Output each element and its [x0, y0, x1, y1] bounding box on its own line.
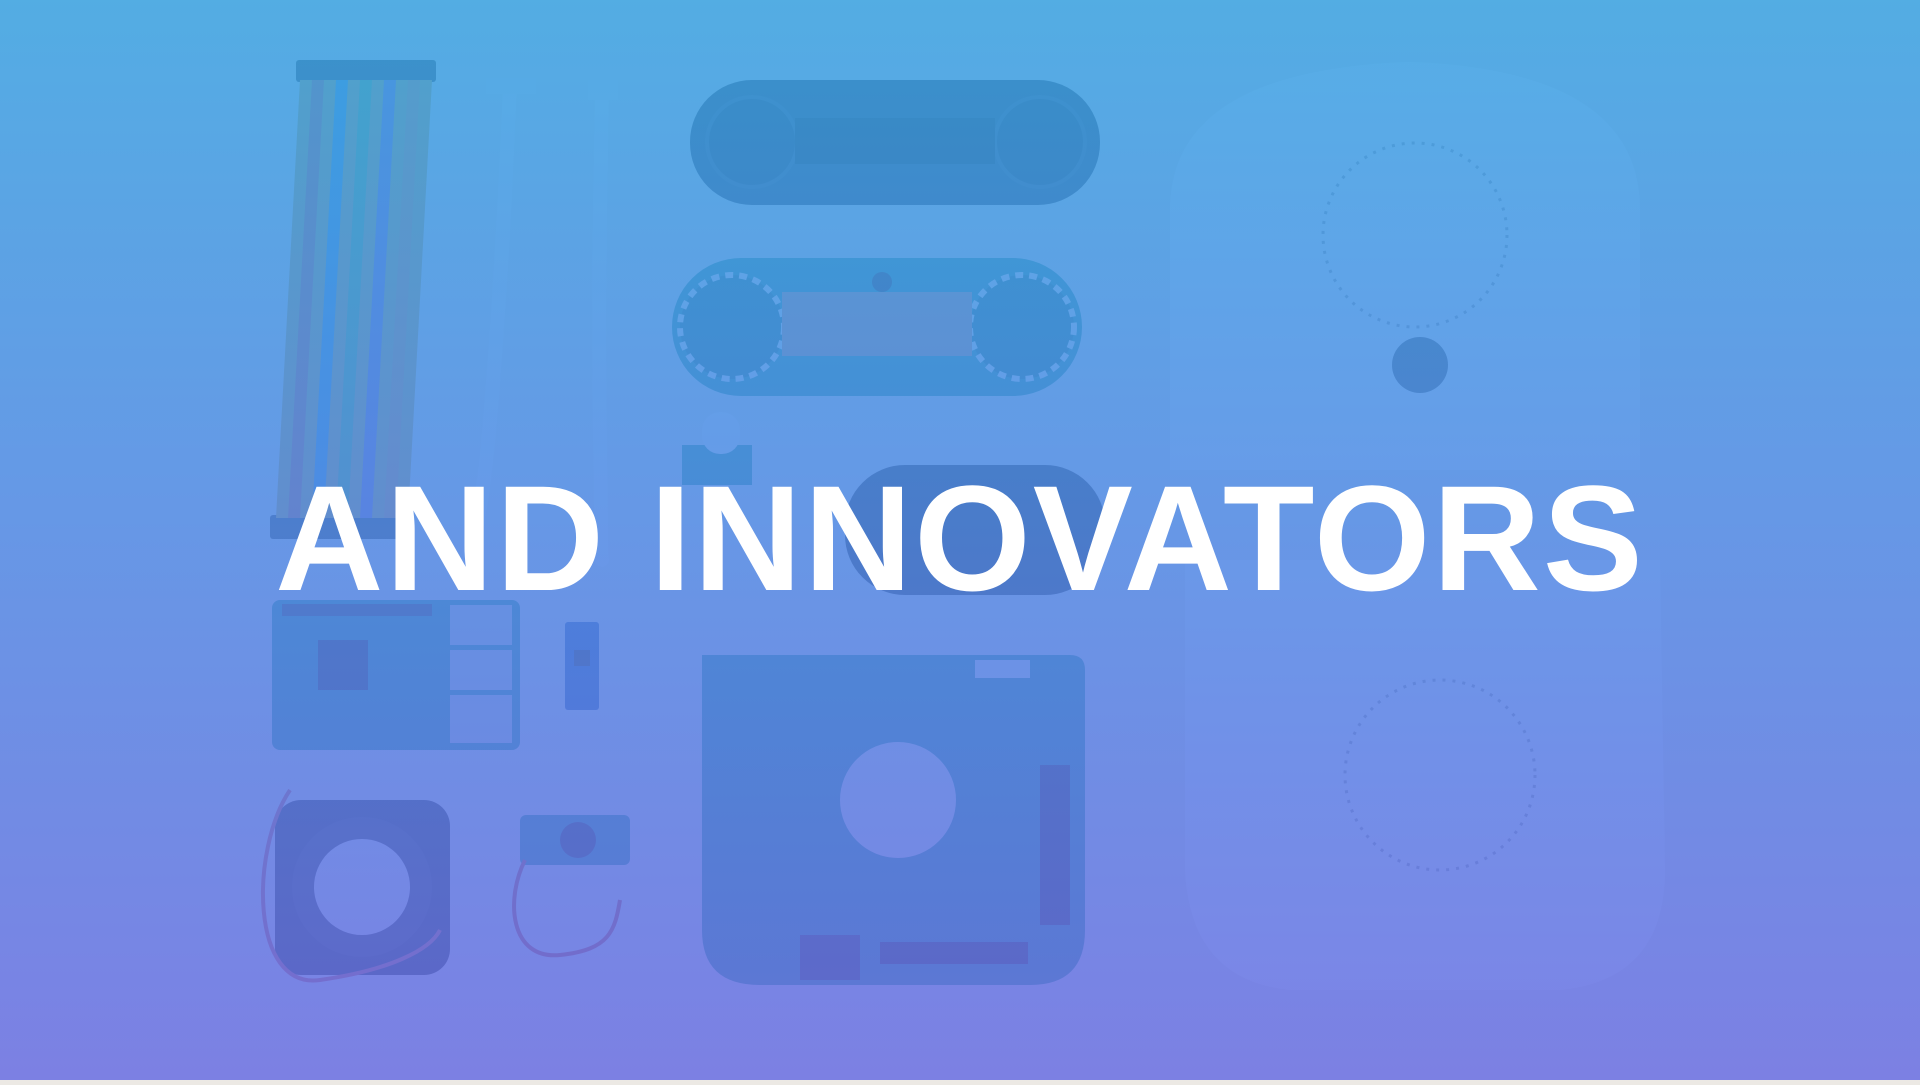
headline: AND INNOVATORS — [275, 454, 1645, 622]
